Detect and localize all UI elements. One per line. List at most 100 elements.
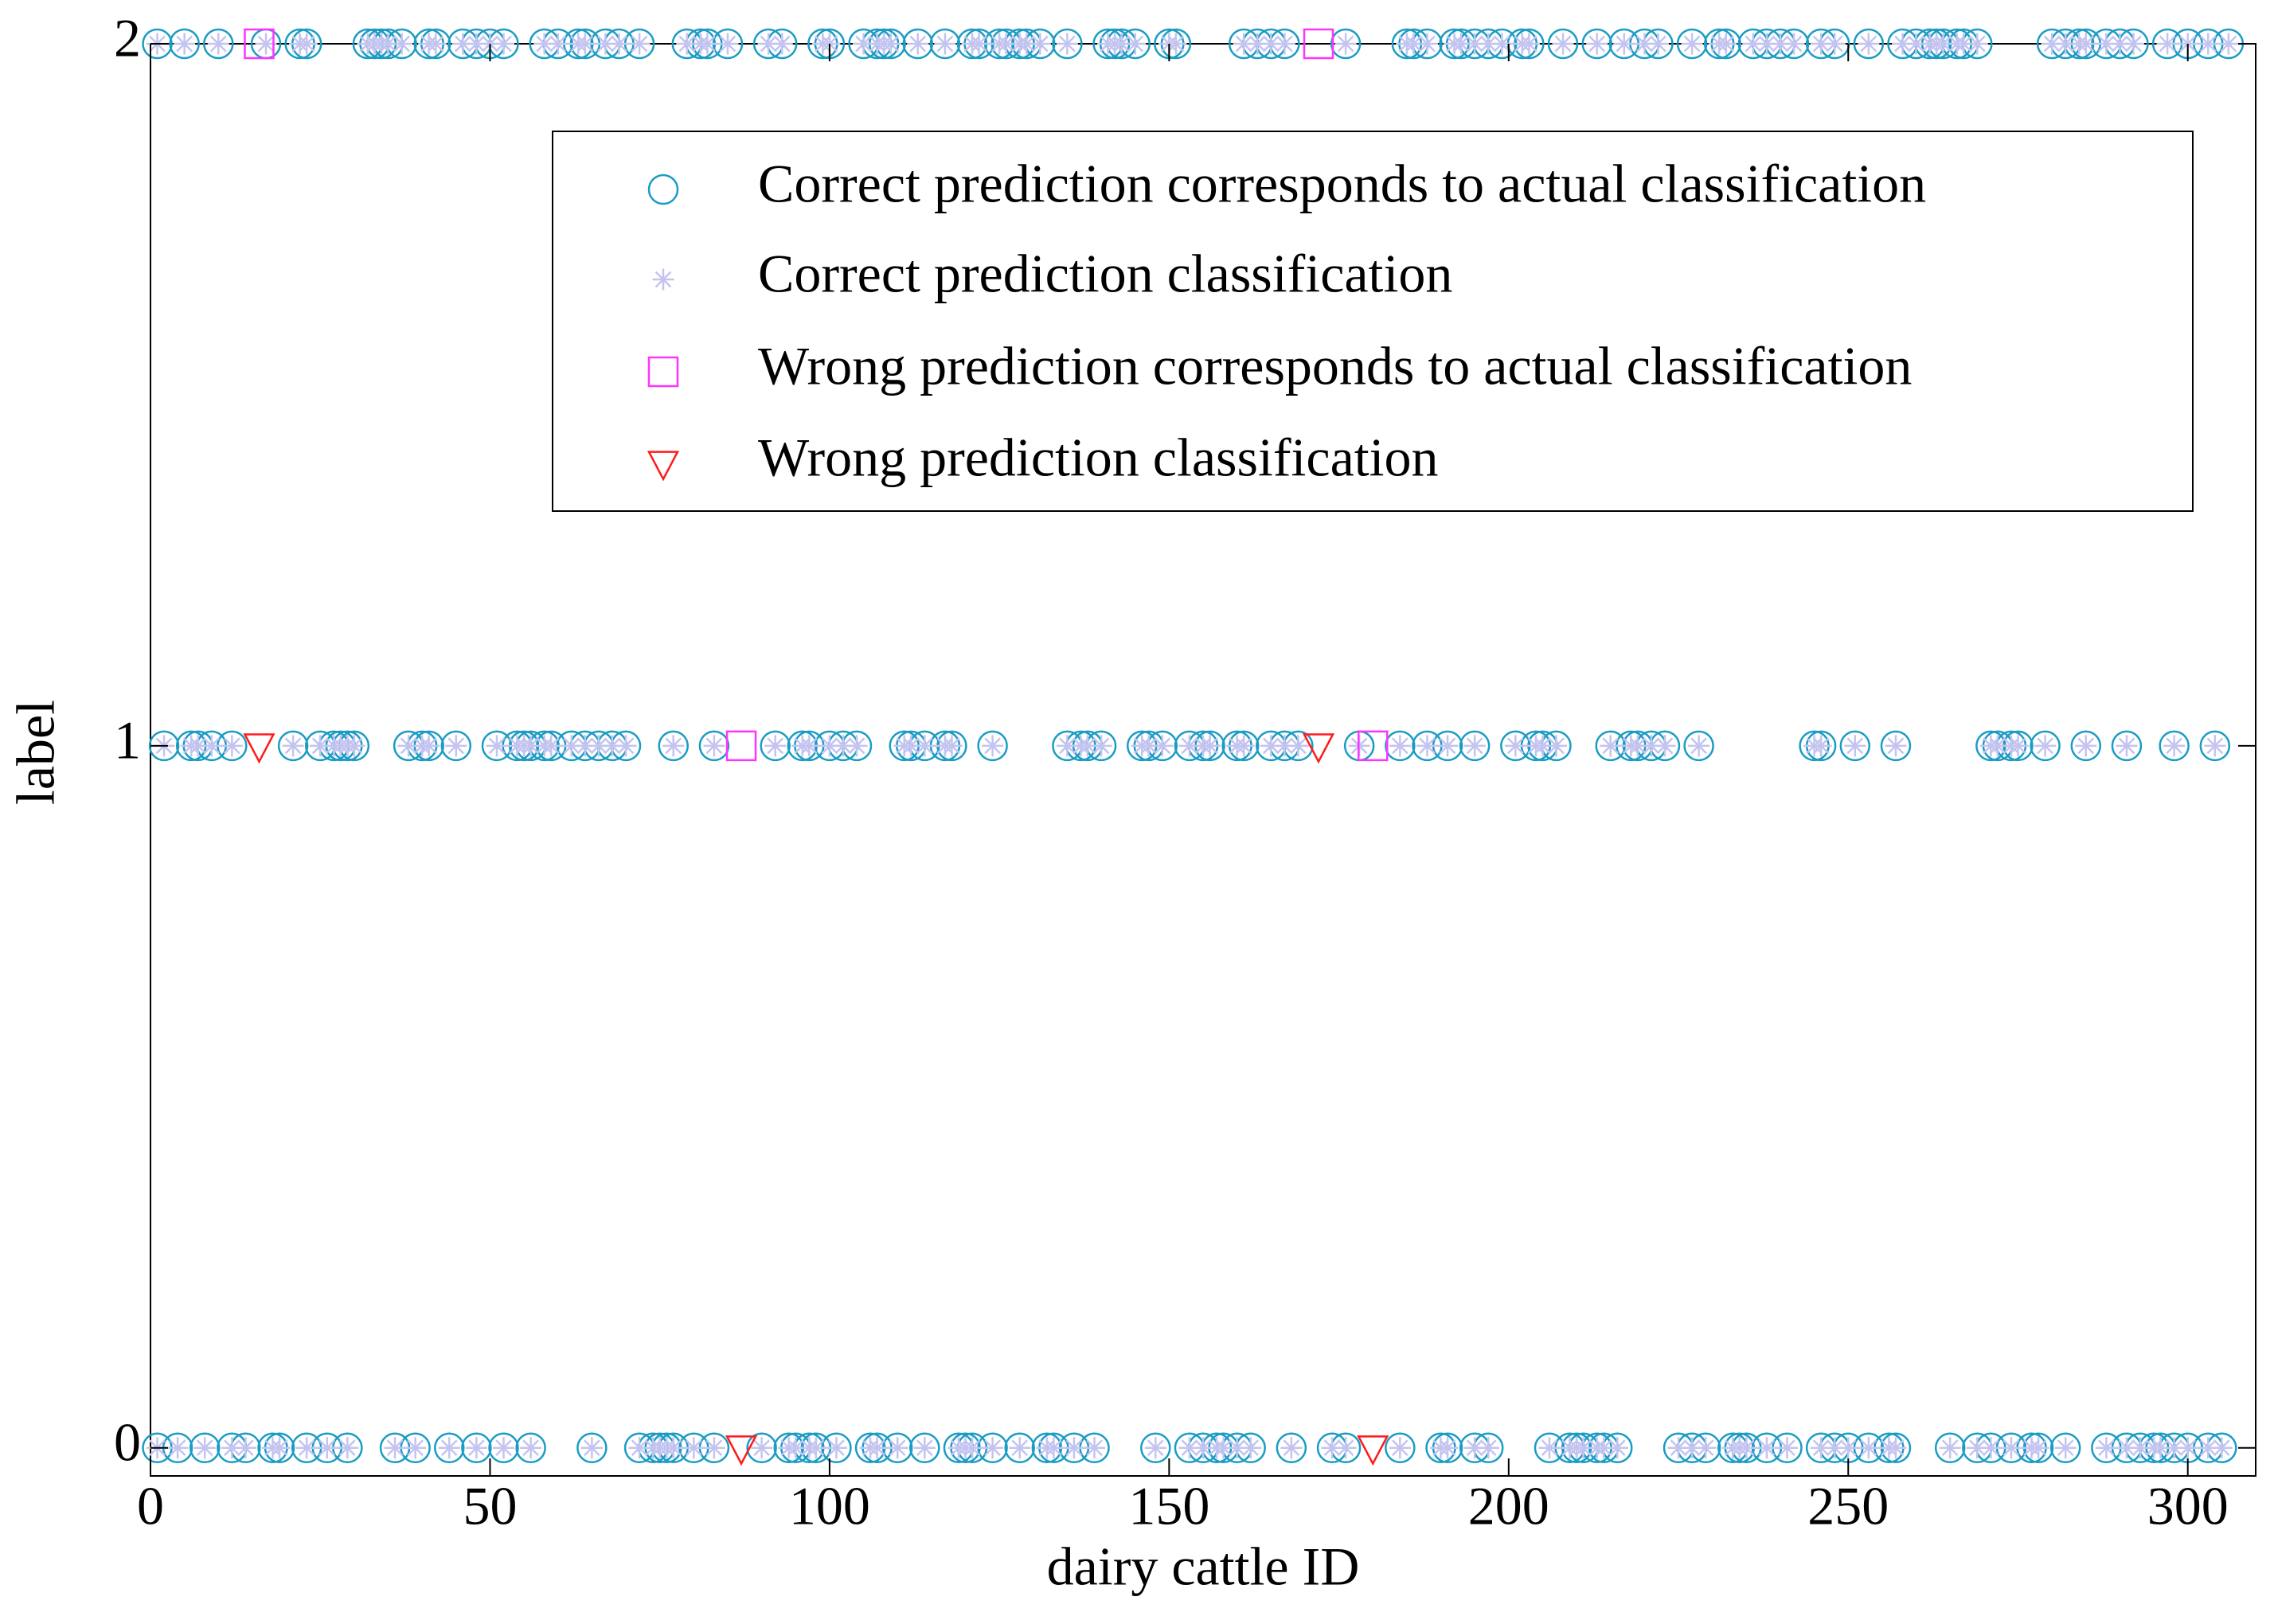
point [1756, 1437, 1778, 1459]
point [1735, 1437, 1757, 1459]
point [1178, 735, 1201, 757]
point [2041, 33, 2063, 55]
point [2177, 1437, 2199, 1459]
point [1402, 33, 1424, 55]
point [2054, 1437, 2077, 1459]
point [900, 735, 922, 757]
point [1233, 735, 1255, 757]
point [493, 1437, 515, 1459]
point [1015, 33, 1037, 55]
point [203, 28, 234, 60]
point [1647, 33, 1669, 55]
point [316, 1437, 338, 1459]
point [853, 33, 875, 55]
point [746, 1432, 777, 1463]
point [1504, 735, 1526, 757]
point [1276, 1432, 1307, 1463]
point [982, 1437, 1004, 1459]
point [221, 1437, 243, 1459]
point [1357, 1435, 1389, 1466]
point [1056, 735, 1078, 757]
point [1853, 28, 1885, 60]
point [2108, 33, 2131, 55]
point [2197, 33, 2219, 55]
point [434, 1432, 465, 1463]
point [1330, 28, 1362, 60]
point [2095, 33, 2117, 55]
point [1844, 735, 1866, 757]
point [438, 1437, 460, 1459]
legend-box [552, 131, 2194, 512]
point [1090, 735, 1112, 757]
point [1979, 1437, 2002, 1459]
point [1213, 1437, 1235, 1459]
point [1627, 735, 1649, 757]
point [1273, 33, 1295, 55]
point [764, 735, 787, 757]
point [2217, 33, 2240, 55]
point [574, 33, 596, 55]
point [1416, 735, 1438, 757]
point [1063, 1437, 1085, 1459]
point [2204, 735, 2226, 757]
point [1633, 33, 1655, 55]
x-tick-label: 200 [1468, 1476, 1549, 1536]
point [1885, 735, 1907, 757]
point [1459, 730, 1491, 762]
point [1436, 1437, 1459, 1459]
point [1586, 33, 1608, 55]
point [2070, 730, 2102, 762]
x-tick-label: 300 [2147, 1476, 2229, 1536]
point [1357, 730, 1389, 762]
point [703, 735, 725, 757]
point [234, 1437, 256, 1459]
x-tick-label: 50 [463, 1476, 517, 1536]
point [1531, 735, 1553, 757]
point [1436, 735, 1459, 757]
point [717, 33, 739, 55]
point [725, 730, 757, 762]
point [1952, 33, 1975, 55]
point [1839, 730, 1871, 762]
point [696, 33, 718, 55]
point [2000, 1437, 2022, 1459]
point [1613, 33, 1635, 55]
point [445, 735, 467, 757]
point [580, 1437, 603, 1459]
point [832, 735, 854, 757]
point [187, 735, 209, 757]
point [309, 735, 331, 757]
point [751, 1437, 773, 1459]
point [1676, 28, 1708, 60]
point [1463, 33, 1486, 55]
point [601, 735, 623, 757]
point [1334, 1437, 1357, 1459]
point [1600, 735, 1622, 757]
point [929, 28, 961, 60]
point [1966, 33, 1988, 55]
point [1683, 730, 1714, 762]
point [2116, 1437, 2138, 1459]
point [1233, 33, 1255, 55]
legend-label: Wrong prediction classification [758, 427, 1439, 488]
point [1076, 735, 1099, 757]
point [515, 1432, 546, 1463]
point [2034, 735, 2057, 757]
point [277, 730, 309, 762]
point [703, 1437, 725, 1459]
y-tick-label: 1 [114, 709, 141, 770]
point [1009, 1437, 1031, 1459]
point [1823, 1437, 1846, 1459]
legend-marker [647, 451, 680, 482]
point [1939, 1437, 1961, 1459]
point [520, 1437, 542, 1459]
point [1463, 735, 1486, 757]
point [1303, 28, 1334, 60]
point [1823, 33, 1846, 55]
point [662, 1437, 685, 1459]
point [909, 1432, 940, 1463]
point [2049, 1432, 2081, 1463]
point [2075, 735, 2097, 757]
point [658, 730, 689, 762]
point [1552, 33, 1574, 55]
